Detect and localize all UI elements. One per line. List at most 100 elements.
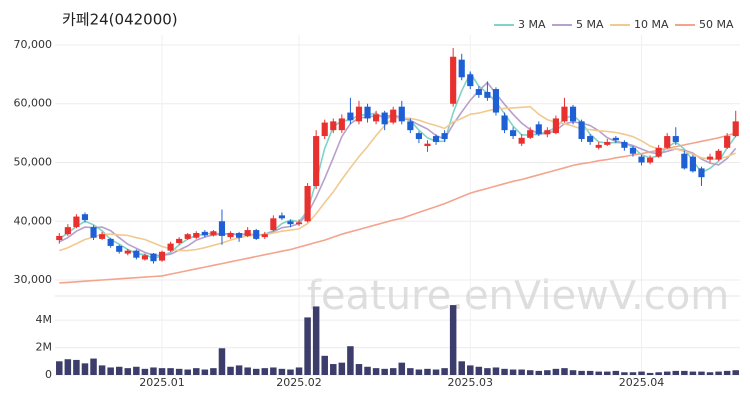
volume-bar [621, 372, 628, 375]
legend-label: 3 MA [518, 18, 546, 31]
volume-bar [278, 368, 286, 375]
candle-body [167, 243, 174, 251]
candle-body [176, 238, 183, 243]
volume-bar [201, 369, 209, 375]
candle-body [210, 231, 217, 236]
volume-bar [184, 369, 191, 375]
volume-bar [381, 368, 388, 375]
volume-bar [218, 348, 226, 375]
candle-body [338, 118, 345, 131]
candle-body [398, 106, 405, 122]
candle-body [518, 137, 525, 144]
volume-bar [629, 372, 637, 375]
chart-title: 카페24(042000) [62, 11, 178, 29]
y-tick-label: 30,000 [14, 273, 53, 286]
volume-bar [518, 369, 525, 375]
candle-body [621, 141, 628, 148]
candle-body [612, 137, 619, 141]
legend-label: 10 MA [634, 18, 669, 31]
volume-bar [193, 368, 200, 375]
candle-body [552, 118, 559, 134]
volume-bar [458, 361, 465, 375]
candle-body [56, 235, 63, 241]
candle-body [133, 250, 140, 258]
volume-tick-label: 0 [45, 368, 52, 381]
volume-bar [347, 346, 354, 375]
candle-body [595, 144, 602, 148]
volume-bar [484, 368, 491, 375]
candle-body [227, 233, 234, 238]
candle-body [244, 230, 251, 236]
candle-body [99, 234, 106, 239]
candle-body [587, 136, 594, 142]
volume-bar [389, 368, 397, 375]
volume-bar [638, 371, 645, 375]
volume-bar [167, 368, 174, 375]
candle-body [364, 106, 371, 119]
volume-bar [467, 365, 474, 375]
candle-body [604, 141, 611, 145]
volume-bar [681, 370, 688, 375]
candle-body [73, 216, 80, 228]
volume-bar [501, 368, 508, 375]
volume-bar [287, 369, 294, 375]
candle-body [569, 106, 577, 122]
candle-body [510, 130, 517, 137]
candle-body [64, 227, 71, 235]
candle-body [432, 136, 440, 142]
candle-body [107, 238, 114, 246]
candle-body [81, 214, 89, 221]
volume-bar [133, 366, 140, 375]
candle-body [672, 136, 679, 142]
volume-bar [235, 365, 243, 375]
candle-body [158, 251, 166, 261]
candle-body [330, 121, 337, 131]
volume-bar [398, 362, 406, 375]
y-tick-label: 60,000 [14, 97, 53, 110]
volume-bar [175, 368, 183, 375]
volume-bar [492, 367, 500, 375]
volume-bar [73, 359, 80, 375]
candle-body [578, 121, 585, 139]
candle-body [629, 147, 637, 154]
x-tick-label: 2025.01 [139, 376, 185, 389]
candle-body [492, 89, 500, 113]
candle-body [527, 130, 534, 138]
volume-bar [364, 366, 371, 375]
candle-body [116, 245, 123, 252]
candle-body [236, 233, 243, 238]
volume-bar [338, 362, 346, 375]
candle-body [535, 124, 542, 135]
volume-bar [672, 370, 680, 375]
volume-bar [141, 368, 149, 375]
candle-body [638, 156, 645, 163]
legend-label: 5 MA [576, 18, 604, 31]
volume-bar [732, 370, 739, 375]
candle-body [141, 255, 148, 260]
candle-body [373, 114, 380, 122]
candle-body [218, 221, 226, 236]
volume-bar [270, 367, 277, 375]
volume-bar [706, 372, 714, 375]
volume-bar [526, 370, 534, 375]
candle-body [450, 56, 457, 104]
candle-body [304, 186, 311, 222]
volume-bar [81, 363, 89, 375]
volume-bar [475, 366, 483, 375]
volume-bar [569, 370, 577, 375]
candle-body [689, 156, 696, 172]
candle-body [501, 115, 508, 131]
volume-bar [663, 371, 671, 375]
volume-bar [56, 361, 63, 375]
candle-body [390, 109, 397, 123]
volume-bar [544, 370, 551, 375]
candle-body [664, 136, 671, 148]
candle-body [544, 130, 551, 135]
y-tick-label: 50,000 [14, 156, 53, 169]
candle-body [706, 156, 714, 160]
candle-body [278, 215, 285, 219]
volume-bar [372, 368, 380, 375]
volume-bar [586, 370, 594, 375]
volume-bar [227, 366, 234, 375]
volume-bar [107, 367, 114, 375]
